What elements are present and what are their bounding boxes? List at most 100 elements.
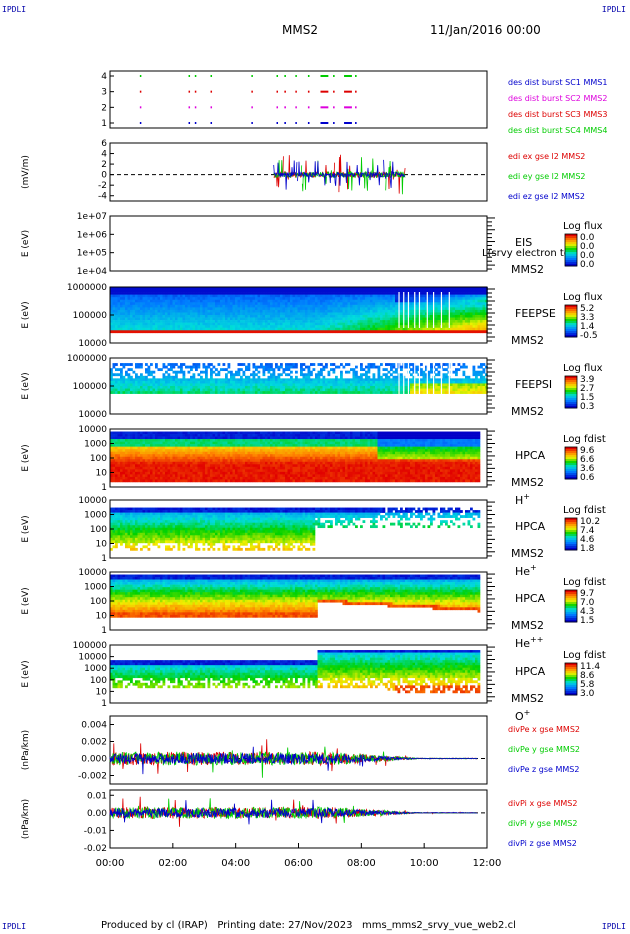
spectrogram-cell	[332, 388, 336, 392]
spectrogram-cell	[322, 317, 326, 321]
spectrogram-cell	[455, 386, 458, 389]
spectrogram-cell	[265, 307, 268, 311]
spectrogram-cell	[127, 459, 131, 463]
spectrogram-cell	[420, 386, 423, 389]
spectrogram-cell	[400, 304, 403, 308]
spectrogram-cell	[452, 363, 456, 366]
spectrogram-cell	[152, 297, 156, 301]
burst-mark	[320, 122, 329, 124]
spectrogram-cell	[485, 297, 488, 301]
spectrogram-cell	[322, 312, 326, 316]
spectrogram-cell	[297, 325, 301, 329]
spectrogram-cell	[262, 302, 266, 306]
spectrogram-cell	[155, 456, 158, 460]
spectrogram-cell	[175, 289, 178, 293]
mission-title: MMS2	[282, 23, 318, 37]
spectrogram-cell	[157, 330, 161, 334]
spectrogram-cell	[110, 391, 113, 394]
spectrogram-cell	[160, 449, 163, 452]
spectrogram-cell	[335, 365, 338, 369]
spectrogram-cell	[172, 474, 176, 478]
spectrogram-cell	[247, 289, 251, 293]
spectrogram-cell	[305, 292, 308, 295]
spectrogram-cell	[280, 391, 283, 394]
spectrogram-cell	[322, 330, 326, 334]
spectrogram-cell	[225, 378, 228, 382]
spectrogram-cell	[455, 330, 458, 334]
spectrogram-cell	[247, 388, 251, 392]
spectrogram-cell	[205, 287, 208, 290]
spectrogram-cell	[400, 312, 403, 316]
colorbar-tick-label: 0.0	[580, 233, 595, 243]
spectrogram-cell	[305, 383, 308, 387]
spectrogram-cell	[277, 322, 281, 326]
spectrogram-cell	[302, 373, 306, 377]
spectrogram-cell	[345, 289, 348, 293]
spectrogram-cell	[157, 317, 161, 321]
burst-mark	[355, 90, 357, 93]
spectrogram-cell	[342, 386, 346, 389]
spectrogram-cell	[285, 383, 288, 387]
spectrogram-cell	[472, 287, 476, 290]
spectrogram-cell	[320, 297, 323, 301]
spectrogram-cell	[237, 292, 241, 295]
spectrogram-cell	[222, 312, 226, 316]
y-axis-label: (mV/m)	[21, 155, 31, 189]
spectrogram-cell	[217, 388, 221, 392]
spectrogram-cell	[480, 289, 483, 293]
spectrogram-cell	[115, 330, 118, 334]
spacecraft-label: MMS2	[511, 334, 544, 347]
spectrogram-cell	[480, 287, 483, 290]
spectrogram-cell	[420, 304, 423, 308]
spectrogram-cell	[435, 368, 438, 372]
spectrogram-cell	[237, 327, 241, 331]
spectrogram-cell	[422, 327, 426, 331]
spectrogram-cell	[145, 476, 148, 480]
spectrogram-cell	[340, 391, 343, 394]
spectrogram-cell	[377, 375, 381, 379]
spectrogram-cell	[137, 365, 141, 369]
spectrogram-cell	[212, 289, 216, 293]
spectrogram-cell	[345, 380, 348, 384]
spectrogram-cell	[360, 327, 363, 331]
spectrogram-cell	[152, 317, 156, 321]
spectrogram-cell	[120, 302, 123, 306]
spectrogram-cell	[235, 370, 238, 374]
spectrogram-cell	[187, 434, 191, 437]
spectrogram-cell	[142, 454, 146, 458]
spectrogram-cell	[382, 304, 386, 308]
spectrogram-cell	[132, 461, 136, 465]
spectrogram-cell	[460, 325, 463, 329]
spectrogram-cell	[175, 431, 178, 435]
spectrogram-cell	[347, 304, 351, 308]
spectrogram-cell	[300, 325, 303, 329]
spectrogram-cell	[237, 297, 241, 301]
colorbar-cell	[565, 380, 577, 383]
spectrogram-cell	[187, 304, 191, 308]
spectrogram-cell	[457, 302, 461, 306]
spectrogram-cell	[185, 383, 188, 387]
spectrogram-cell	[145, 466, 148, 470]
spectrogram-cell	[290, 289, 293, 293]
spectrogram-cell	[427, 302, 431, 306]
spectrogram-cell	[272, 327, 276, 331]
spectrogram-cell	[152, 375, 156, 379]
burst-mark	[344, 90, 352, 93]
spectrogram-cell	[125, 441, 128, 445]
spectrogram-cell	[380, 322, 383, 326]
spectrogram-cell	[190, 299, 193, 303]
spectrogram-cell	[195, 325, 198, 329]
spectrogram-cell	[120, 461, 123, 465]
spectrogram-cell	[200, 375, 203, 379]
spectrogram-cell	[435, 297, 438, 301]
spectrogram-cell	[375, 287, 378, 290]
spectrogram-cell	[307, 388, 311, 392]
spectrogram-cell	[160, 299, 163, 303]
spectrogram-cell	[120, 375, 123, 379]
spectrogram-cell	[460, 365, 463, 369]
spectrogram-cell	[395, 292, 398, 295]
spectrogram-cell	[412, 292, 416, 295]
spectrogram-cell	[300, 304, 303, 308]
spectrogram-cell	[225, 327, 228, 331]
spectrogram-cell	[202, 383, 206, 387]
